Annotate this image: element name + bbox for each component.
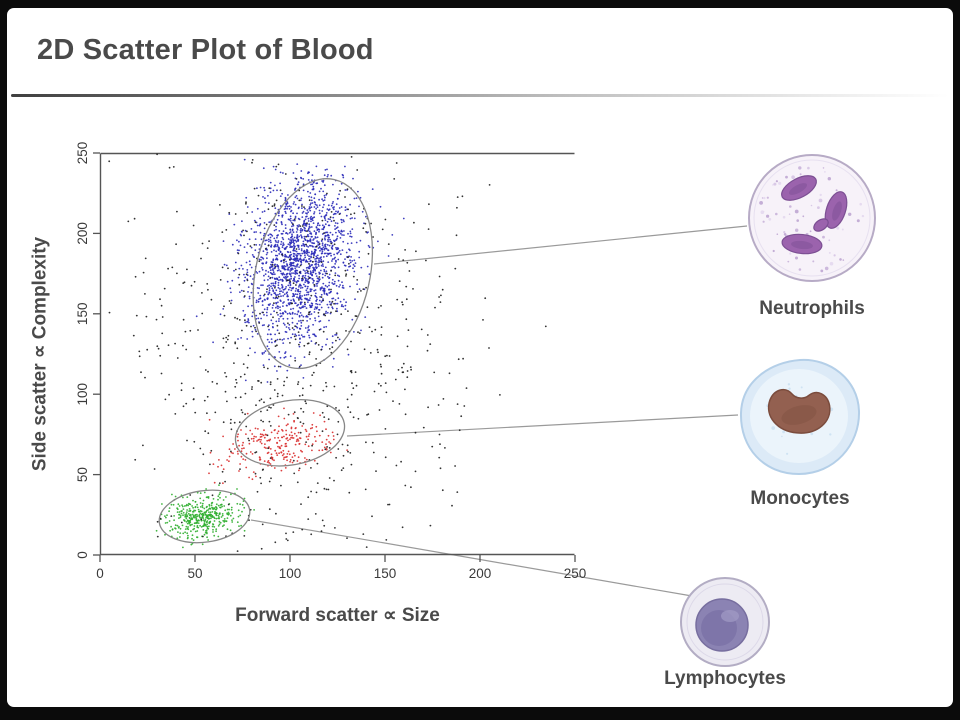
monocyte-nucleus-shading xyxy=(781,405,817,425)
svg-text:250: 250 xyxy=(564,566,587,581)
scatter-points-ungated-events xyxy=(108,153,547,552)
title-divider xyxy=(11,94,949,97)
svg-text:250: 250 xyxy=(75,142,90,165)
population-gates xyxy=(158,178,374,544)
neutrophil-nucleus-shading xyxy=(788,183,842,250)
svg-text:150: 150 xyxy=(374,566,397,581)
svg-text:50: 50 xyxy=(187,566,202,581)
svg-text:0: 0 xyxy=(96,566,104,581)
svg-text:50: 50 xyxy=(75,467,90,482)
x-axis-label: Forward scatter ∝ Size xyxy=(235,605,440,626)
scatter-plot: 0 50 100 150 200 250 0 50 100 150 200 250 xyxy=(75,142,586,581)
scatter-points-monocytes xyxy=(208,407,348,485)
svg-text:200: 200 xyxy=(469,566,492,581)
slide-paper: 2D Scatter Plot of Blood 0 50 100 150 200 250… xyxy=(7,8,953,707)
y-axis-label: Side scatter ∝ Complexity xyxy=(29,236,51,472)
axis-ticks: 0 50 100 150 200 250 0 50 100 150 200 250 xyxy=(75,142,586,581)
svg-text:0: 0 xyxy=(75,551,90,559)
monocyte-nucleus xyxy=(767,388,831,434)
svg-text:150: 150 xyxy=(75,303,90,326)
plot-axes xyxy=(99,152,575,556)
neutrophil-membrane xyxy=(748,154,876,282)
lymphocyte-nucleus-highlight xyxy=(721,610,739,622)
monocyte-illustration xyxy=(739,358,861,476)
neutrophils-label: Neutrophils xyxy=(759,298,865,319)
neutrophil-illustration xyxy=(748,154,876,282)
lymphocyte-illustration xyxy=(680,577,770,667)
svg-text:200: 200 xyxy=(75,222,90,245)
lymphocyte-inner-ring xyxy=(686,583,764,661)
neutrophil-nucleus-lobes xyxy=(781,175,848,255)
scatter-points-neutrophils xyxy=(195,158,405,383)
svg-text:100: 100 xyxy=(75,383,90,406)
neutrophil-inner-ring xyxy=(753,159,871,277)
lymphocytes-label: Lymphocytes xyxy=(664,668,786,689)
scatter-points-lymphocytes xyxy=(155,484,256,549)
svg-text:100: 100 xyxy=(279,566,302,581)
monocytes-label: Monocytes xyxy=(750,488,850,509)
page-title: 2D Scatter Plot of Blood xyxy=(37,34,374,66)
